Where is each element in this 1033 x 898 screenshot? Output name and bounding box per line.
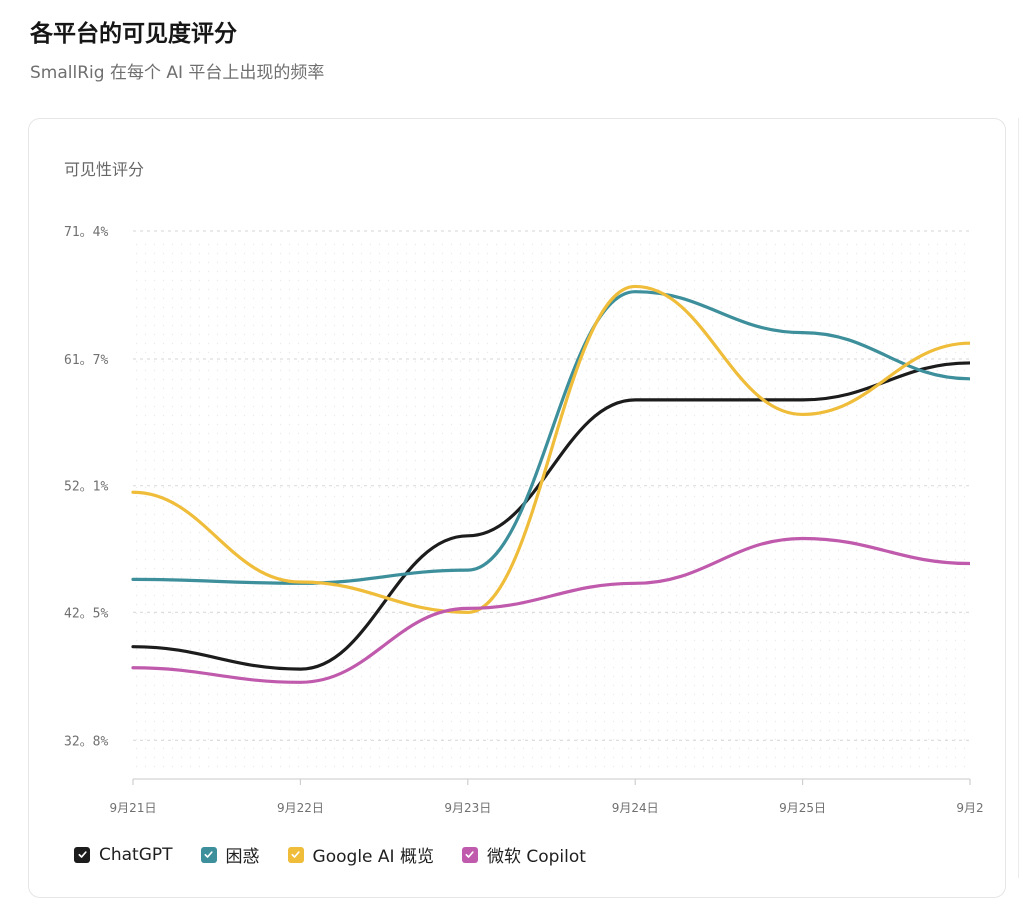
plot-background xyxy=(133,238,970,774)
series-line-微软-copilot[interactable] xyxy=(131,536,970,684)
legend: ChatGPT 困惑 Google AI 概览 微软 Copilot xyxy=(74,842,586,867)
checkbox-icon[interactable] xyxy=(74,846,90,863)
x-tick-label: 9月21日 xyxy=(110,801,157,815)
checkbox-icon[interactable] xyxy=(200,846,217,863)
page-title: 各平台的可见度评分 xyxy=(30,21,237,47)
legend-label: Google AI 概览 xyxy=(312,847,434,867)
x-tick-label: 9月23日 xyxy=(444,801,491,815)
legend-item-copilot[interactable]: 微软 Copilot xyxy=(461,842,586,867)
page-subtitle: SmallRig 在每个 AI 平台上出现的频率 xyxy=(30,63,325,83)
y-tick-label: 32。8% xyxy=(64,734,108,749)
x-tick-label: 9月25日 xyxy=(779,801,826,815)
legend-item-chatgpt[interactable]: ChatGPT xyxy=(74,845,173,865)
legend-label: 微软 Copilot xyxy=(486,847,586,867)
legend-label: 困惑 xyxy=(225,847,260,867)
checkbox-icon[interactable] xyxy=(287,846,304,863)
card-divider xyxy=(1018,118,1019,878)
line-chart: 71。4% 61。7% 52。1% 42。5% 32。8% 9月21日 9月22日 9月23日… xyxy=(64,225,984,815)
x-tick-label: 9月24日 xyxy=(612,801,659,815)
x-tick-label: 9月2 xyxy=(956,801,983,815)
y-tick-label: 61。7% xyxy=(64,353,108,368)
checkbox-icon[interactable] xyxy=(461,846,478,863)
y-axis-title: 可见性评分 xyxy=(64,160,145,179)
legend-item-perplexity[interactable]: 困惑 xyxy=(200,842,260,867)
series-line-google-ai-概览[interactable] xyxy=(131,284,970,614)
y-tick-label: 52。1% xyxy=(64,480,108,495)
legend-label: ChatGPT xyxy=(99,844,173,865)
series-line-chatgpt[interactable] xyxy=(131,361,970,671)
x-tick-label: 9月22日 xyxy=(277,801,324,815)
legend-item-google-ai-overview[interactable]: Google AI 概览 xyxy=(287,842,434,867)
y-tick-label: 42。5% xyxy=(64,606,108,621)
y-tick-label: 71。4% xyxy=(64,225,108,240)
